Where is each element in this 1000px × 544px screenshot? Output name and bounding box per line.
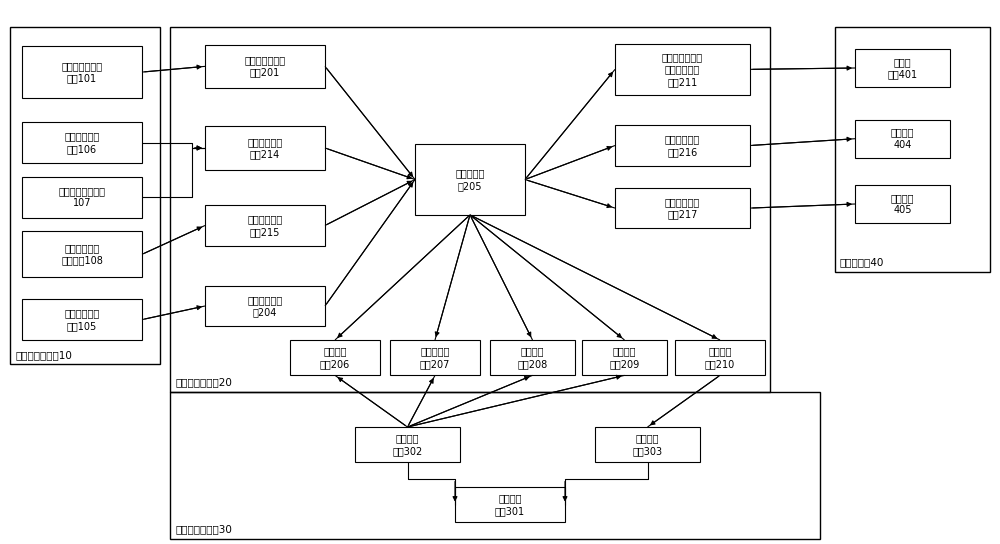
Bar <box>855 49 950 87</box>
Bar <box>170 392 820 539</box>
Text: 大钩位置控制
单元216: 大钩位置控制 单元216 <box>665 134 700 157</box>
Bar <box>595 427 700 462</box>
Text: 大钩单元
404: 大钩单元 404 <box>891 127 914 150</box>
Text: 用户交互子系统30: 用户交互子系统30 <box>175 524 232 534</box>
Text: 钻井液信息
单元207: 钻井液信息 单元207 <box>420 347 450 369</box>
Bar <box>455 487 565 522</box>
Bar <box>615 188 750 228</box>
Bar <box>615 125 750 166</box>
Text: 泥浆泵
单元401: 泥浆泵 单元401 <box>887 57 918 79</box>
Text: 地层信息
单元208: 地层信息 单元208 <box>517 347 548 369</box>
Text: 反馈控制子系统20: 反馈控制子系统20 <box>175 378 232 387</box>
Bar <box>490 340 575 375</box>
Bar <box>355 427 460 462</box>
Text: 泥浆泵泵入钻井
液的速度控制
单元211: 泥浆泵泵入钻井 液的速度控制 单元211 <box>662 52 703 86</box>
Bar <box>170 27 770 392</box>
Text: 用户输入
单元302: 用户输入 单元302 <box>392 434 423 456</box>
Bar <box>835 27 990 272</box>
Text: 工具面采集单
元204: 工具面采集单 元204 <box>247 295 283 317</box>
Bar <box>390 340 480 375</box>
Bar <box>205 286 325 326</box>
Bar <box>22 177 142 218</box>
Text: 钻具信息
单元206: 钻具信息 单元206 <box>320 347 350 369</box>
Bar <box>22 231 142 277</box>
Text: 泥浆泵泵速测量
单元101: 泥浆泵泵速测量 单元101 <box>61 61 103 83</box>
Text: 系统输出
单元303: 系统输出 单元303 <box>632 434 663 456</box>
Text: 执行子系统40: 执行子系统40 <box>840 258 884 268</box>
Text: 动态测量子系统10: 动态测量子系统10 <box>15 350 72 360</box>
Text: 主控程序单
元205: 主控程序单 元205 <box>455 168 485 191</box>
Text: 泥浆泵泵速采集
单元201: 泥浆泵泵速采集 单元201 <box>244 55 286 78</box>
Text: 井下随钻测量
单元105: 井下随钻测量 单元105 <box>64 308 100 331</box>
Text: 测控信息
单元210: 测控信息 单元210 <box>705 347 735 369</box>
Bar <box>10 27 160 364</box>
Text: 控制策略
单元209: 控制策略 单元209 <box>609 347 640 369</box>
Text: 转盘信息采集
单元215: 转盘信息采集 单元215 <box>247 214 283 237</box>
Text: 转盘角度扭矩
测量单元108: 转盘角度扭矩 测量单元108 <box>61 243 103 265</box>
Text: 转盘单元
405: 转盘单元 405 <box>891 193 914 215</box>
Bar <box>205 126 325 170</box>
Text: 大钩载荷测量单元
107: 大钩载荷测量单元 107 <box>58 186 105 208</box>
Text: 大钩信息采集
单元214: 大钩信息采集 单元214 <box>247 137 283 159</box>
Bar <box>855 185 950 223</box>
Bar <box>855 120 950 158</box>
Text: 用户界面
单元301: 用户界面 单元301 <box>495 493 525 516</box>
Bar <box>22 122 142 163</box>
Bar <box>205 45 325 88</box>
Text: 转盘角度控制
单元217: 转盘角度控制 单元217 <box>665 197 700 219</box>
Bar <box>22 299 142 340</box>
Bar <box>205 205 325 246</box>
Bar <box>615 44 750 95</box>
Bar <box>675 340 765 375</box>
Bar <box>22 46 142 98</box>
Bar <box>290 340 380 375</box>
Bar <box>415 144 525 215</box>
Bar <box>582 340 667 375</box>
Text: 大钩位置测量
单元106: 大钩位置测量 单元106 <box>64 132 100 154</box>
